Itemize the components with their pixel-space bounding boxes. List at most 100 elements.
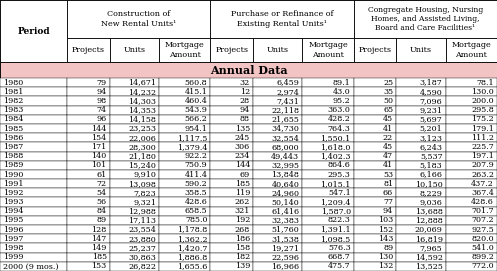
Text: 658.5: 658.5 [185, 207, 207, 215]
Bar [67, 198, 110, 207]
Text: 1,886.8: 1,886.8 [177, 253, 207, 261]
Bar [354, 87, 396, 96]
Text: 1986: 1986 [3, 134, 23, 142]
Bar [253, 262, 302, 271]
Text: 144: 144 [91, 125, 107, 133]
Bar [302, 243, 354, 253]
Bar [302, 216, 354, 225]
Bar [67, 106, 110, 115]
Bar [159, 179, 210, 188]
Bar [210, 234, 253, 243]
Text: Mortgage
Amount: Mortgage Amount [308, 41, 348, 59]
Bar [67, 96, 110, 106]
Bar [354, 115, 396, 124]
Bar [396, 207, 446, 216]
Text: 153: 153 [91, 262, 107, 270]
Bar [67, 133, 110, 142]
Bar [396, 133, 446, 142]
Bar [110, 78, 159, 87]
Bar [0, 207, 67, 216]
Text: 10,150: 10,150 [415, 180, 443, 188]
Bar [302, 198, 354, 207]
Text: Projects: Projects [72, 46, 105, 54]
Text: 89: 89 [96, 217, 107, 224]
Bar [0, 179, 67, 188]
Text: 45: 45 [383, 115, 393, 123]
Bar [354, 38, 396, 62]
Bar [67, 170, 110, 179]
Bar [253, 179, 302, 188]
Text: 1985: 1985 [3, 125, 23, 133]
Bar [253, 151, 302, 161]
Bar [396, 106, 446, 115]
Text: 6,243: 6,243 [419, 143, 443, 151]
Bar [396, 179, 446, 188]
Text: 6,166: 6,166 [419, 170, 443, 179]
Bar [354, 207, 396, 216]
Bar [159, 78, 210, 87]
Bar [354, 78, 396, 87]
Bar [67, 78, 110, 87]
Bar [396, 161, 446, 170]
Text: 764.3: 764.3 [328, 125, 351, 133]
Text: 35: 35 [383, 88, 393, 96]
Text: 16,819: 16,819 [414, 235, 443, 243]
Text: 1,618.0: 1,618.0 [321, 143, 351, 151]
Text: 135: 135 [235, 125, 250, 133]
Text: 5,201: 5,201 [420, 125, 443, 133]
Bar [446, 78, 497, 87]
Text: 1,391.1: 1,391.1 [320, 226, 351, 234]
Bar [67, 87, 110, 96]
Bar [0, 62, 497, 78]
Text: 50,140: 50,140 [271, 198, 299, 206]
Bar [446, 38, 497, 62]
Text: 139: 139 [235, 262, 250, 270]
Bar [210, 124, 253, 133]
Text: 1,209.4: 1,209.4 [320, 198, 351, 206]
Text: 922.2: 922.2 [184, 152, 207, 160]
Text: Purchase or Refinance of
Existing Rental Units¹: Purchase or Refinance of Existing Rental… [231, 10, 333, 28]
Text: 1998: 1998 [3, 244, 23, 252]
Bar [396, 78, 446, 87]
Text: 61: 61 [96, 170, 107, 179]
Bar [354, 253, 396, 262]
Bar [446, 96, 497, 106]
Text: 14,671: 14,671 [128, 79, 156, 87]
Bar [253, 243, 302, 253]
Bar [253, 207, 302, 216]
Bar [0, 124, 67, 133]
Text: 1,379.4: 1,379.4 [177, 143, 207, 151]
Bar [110, 170, 159, 179]
Bar [446, 188, 497, 198]
Text: 22: 22 [383, 134, 393, 142]
Bar [354, 133, 396, 142]
Text: 1981: 1981 [3, 88, 23, 96]
Text: 43.0: 43.0 [333, 88, 351, 96]
Text: Mortgage
Amount: Mortgage Amount [165, 41, 205, 59]
Text: 144: 144 [235, 161, 250, 169]
Text: 590.2: 590.2 [185, 180, 207, 188]
Text: 1988: 1988 [3, 152, 23, 160]
Text: 566.2: 566.2 [184, 115, 207, 123]
Bar [159, 243, 210, 253]
Bar [302, 96, 354, 106]
Bar [396, 188, 446, 198]
Bar [67, 179, 110, 188]
Text: 437.2: 437.2 [471, 180, 494, 188]
Text: 103: 103 [378, 217, 393, 224]
Text: 14,303: 14,303 [128, 97, 156, 105]
Bar [67, 262, 110, 271]
Text: 9,910: 9,910 [133, 170, 156, 179]
Bar [446, 179, 497, 188]
Text: 1,117.5: 1,117.5 [177, 134, 207, 142]
Text: 12,988: 12,988 [128, 207, 156, 215]
Text: 41: 41 [383, 161, 393, 169]
Bar [159, 234, 210, 243]
Text: 192: 192 [235, 217, 250, 224]
Text: 149: 149 [91, 244, 107, 252]
Bar [210, 106, 253, 115]
Bar [446, 133, 497, 142]
Text: 21,180: 21,180 [128, 152, 156, 160]
Bar [0, 253, 67, 262]
Bar [253, 142, 302, 151]
